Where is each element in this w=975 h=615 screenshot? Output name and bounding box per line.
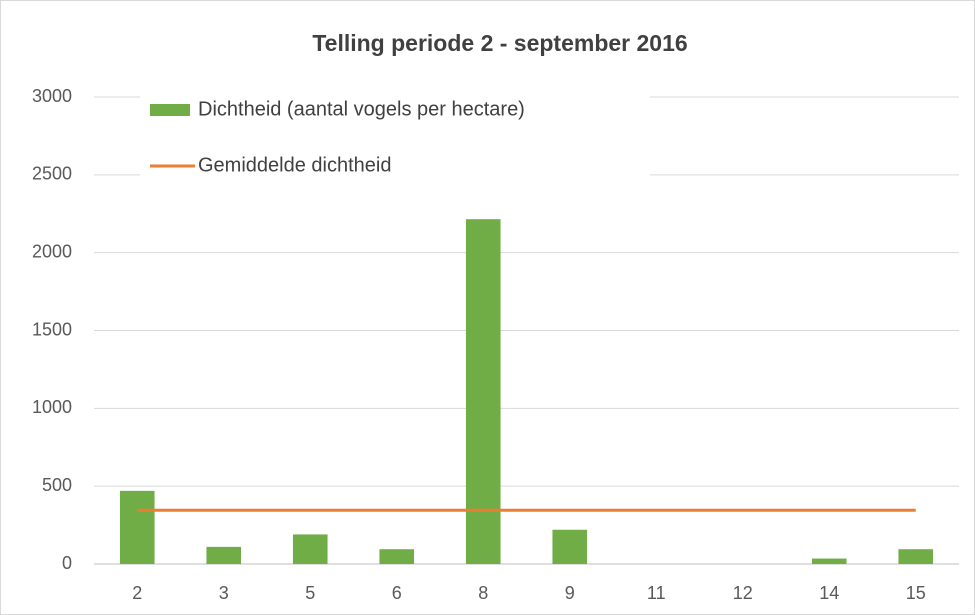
bar (119, 490, 155, 564)
x-tick-label: 3 (219, 583, 229, 603)
x-tick-label: 2 (132, 583, 142, 603)
chart-title: Telling periode 2 - september 2016 (312, 30, 687, 56)
bar (465, 219, 501, 564)
x-tick-label: 5 (305, 583, 315, 603)
legend-box (140, 84, 650, 190)
y-tick-label: 1500 (32, 319, 72, 339)
x-tick-label: 9 (565, 583, 575, 603)
legend-label: Dichtheid (aantal vogels per hectare) (198, 98, 525, 120)
bar (811, 558, 847, 564)
bar (292, 534, 328, 564)
x-tick-label: 11 (647, 583, 666, 603)
y-tick-label: 3000 (32, 86, 72, 106)
bar (379, 549, 415, 564)
x-tick-label: 8 (478, 583, 488, 603)
y-tick-label: 500 (42, 475, 72, 495)
x-tick-label: 12 (733, 583, 753, 603)
bar (552, 529, 588, 564)
bar (898, 549, 934, 564)
x-tick-label: 14 (819, 583, 839, 603)
x-tick-label: 6 (392, 583, 402, 603)
x-tick-label: 15 (906, 583, 926, 603)
bar (206, 546, 242, 564)
legend-label: Gemiddelde dichtheid (198, 154, 391, 176)
y-tick-label: 2000 (32, 241, 72, 261)
y-tick-label: 0 (62, 553, 72, 573)
y-tick-label: 1000 (32, 397, 72, 417)
y-tick-label: 2500 (32, 164, 72, 184)
legend-swatch (150, 104, 190, 116)
